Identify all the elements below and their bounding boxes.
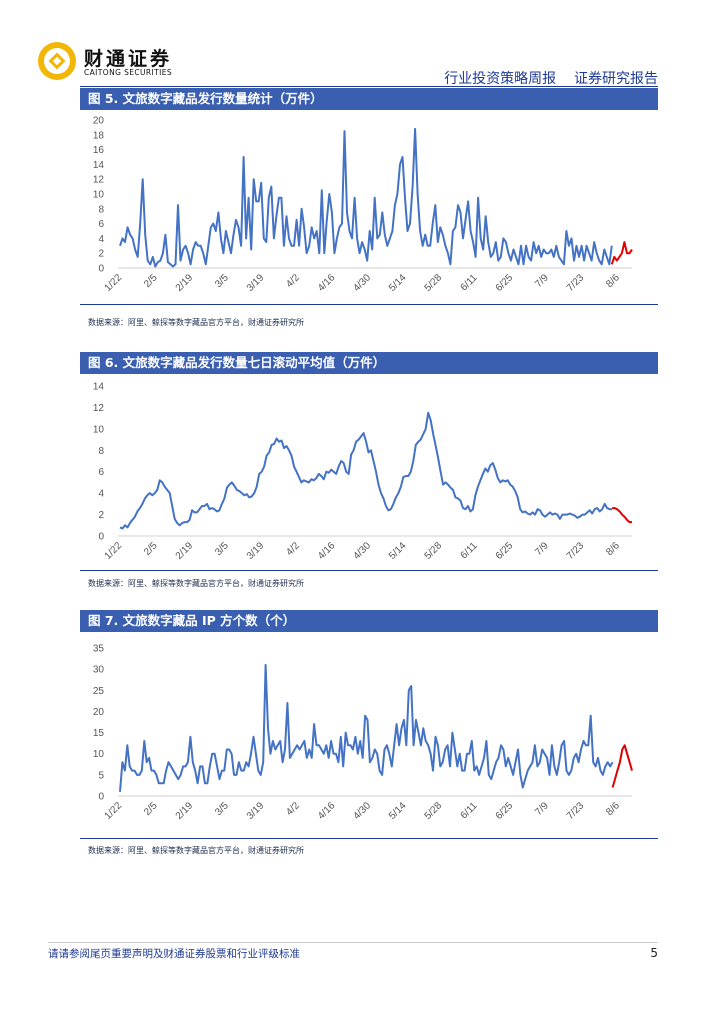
x-tick-label: 6/11 — [459, 272, 480, 293]
y-tick-label: 0 — [98, 264, 104, 275]
x-tick-label: 5/14 — [387, 540, 409, 562]
x-tick-label: 4/2 — [284, 540, 302, 558]
x-tick-label: 4/30 — [351, 272, 373, 294]
y-tick-label: 8 — [98, 446, 104, 457]
x-tick-label: 3/19 — [245, 800, 267, 822]
y-tick-label: 0 — [98, 792, 104, 803]
x-tick-label: 7/23 — [565, 272, 587, 294]
y-tick-label: 4 — [98, 234, 104, 245]
x-tick-label: 4/30 — [351, 540, 373, 562]
x-tick-label: 6/25 — [494, 540, 516, 562]
y-tick-label: 16 — [93, 145, 105, 156]
figure-5-divider — [80, 304, 658, 305]
x-tick-label: 3/19 — [245, 272, 267, 294]
y-tick-label: 10 — [93, 424, 105, 435]
x-tick-label: 7/23 — [565, 800, 587, 822]
caitong-logo-icon — [38, 42, 76, 80]
x-tick-label: 2/5 — [142, 800, 160, 818]
y-tick-label: 20 — [93, 116, 105, 127]
x-tick-label: 3/5 — [213, 800, 231, 818]
y-tick-label: 15 — [93, 728, 105, 739]
series-line-recent — [610, 241, 633, 265]
y-tick-label: 30 — [93, 665, 105, 676]
footer-divider — [48, 942, 658, 943]
x-tick-label: 6/25 — [494, 272, 516, 294]
x-tick-label: 2/5 — [142, 540, 160, 558]
y-tick-label: 10 — [93, 190, 105, 201]
y-tick-label: 6 — [98, 467, 104, 478]
figure-5-source: 数据来源：阿里、鲸探等数字藏品官方平台，财通证券研究所 — [88, 318, 304, 327]
x-tick-label: 6/25 — [494, 800, 516, 822]
x-tick-label: 1/22 — [103, 800, 125, 822]
y-tick-label: 25 — [93, 686, 105, 697]
x-tick-label: 5/28 — [423, 540, 445, 562]
x-tick-label: 6/11 — [459, 540, 480, 561]
y-tick-label: 12 — [93, 403, 105, 414]
x-tick-label: 4/16 — [316, 272, 338, 294]
x-tick-label: 2/19 — [174, 800, 196, 822]
x-tick-label: 8/6 — [604, 540, 622, 558]
y-tick-label: 0 — [98, 532, 104, 543]
y-tick-label: 10 — [93, 749, 105, 760]
x-tick-label: 2/19 — [174, 272, 196, 294]
x-tick-label: 7/9 — [533, 800, 551, 818]
x-tick-label: 4/30 — [351, 800, 373, 822]
x-tick-label: 5/14 — [387, 800, 409, 822]
y-tick-label: 2 — [98, 249, 104, 260]
y-tick-label: 14 — [93, 382, 105, 393]
figure-7-divider — [80, 838, 658, 839]
x-tick-label: 6/11 — [459, 800, 480, 821]
series-line-main — [119, 663, 614, 792]
x-tick-label: 4/2 — [284, 800, 302, 818]
y-tick-label: 4 — [98, 489, 104, 500]
figure-7-title: 图 7. 文旅数字藏品 IP 方个数（个） — [80, 610, 658, 632]
report-type: 行业投资策略周报 证券研究报告 — [444, 71, 658, 87]
x-tick-label: 1/22 — [103, 540, 125, 562]
series-line-main — [119, 127, 613, 268]
y-tick-label: 5 — [98, 770, 104, 781]
figure-6-source: 数据来源：阿里、鲸探等数字藏品官方平台，财通证券研究所 — [88, 579, 304, 588]
y-tick-label: 8 — [98, 204, 104, 215]
x-tick-label: 5/28 — [423, 800, 445, 822]
x-tick-label: 7/23 — [565, 540, 587, 562]
x-tick-label: 8/6 — [604, 272, 622, 290]
series-line-recent — [612, 507, 632, 524]
figure-7-source: 数据来源：阿里、鲸探等数字藏品官方平台，财通证券研究所 — [88, 846, 304, 855]
x-tick-label: 4/16 — [316, 540, 338, 562]
x-tick-label: 7/9 — [533, 540, 551, 558]
x-tick-label: 5/14 — [387, 272, 409, 294]
x-tick-label: 3/5 — [213, 272, 231, 290]
header-divider — [80, 86, 658, 87]
x-tick-label: 3/19 — [245, 540, 267, 562]
brand-name-en: CAITONG SECURITIES — [84, 68, 173, 77]
y-tick-label: 20 — [93, 707, 105, 718]
brand-name-cn: 财通证券 — [84, 48, 173, 70]
x-tick-label: 5/28 — [423, 272, 445, 294]
series-line-main — [119, 411, 613, 530]
series-line-recent — [611, 744, 633, 788]
y-tick-label: 2 — [98, 510, 104, 521]
x-tick-label: 4/16 — [316, 800, 338, 822]
y-tick-label: 18 — [93, 130, 105, 141]
y-tick-label: 35 — [93, 644, 105, 655]
page-number: 5 — [650, 946, 658, 960]
footer-disclaimer: 请请参阅尾页重要声明及财通证券股票和行业评级标准 — [48, 948, 300, 960]
y-tick-label: 14 — [93, 160, 105, 171]
figure-5-chart: 0 2 4 6 8 10 12 14 16 18 20 1/22 2/5 2/19 3/5 3/19 4/2 4/… — [93, 116, 633, 294]
x-tick-label: 2/5 — [142, 272, 160, 290]
x-tick-label: 2/19 — [174, 540, 196, 562]
figure-6-title: 图 6. 文旅数字藏品发行数量七日滚动平均值（万件） — [80, 352, 658, 374]
figure-6-divider — [80, 570, 658, 571]
figure-5-title: 图 5. 文旅数字藏品发行数量统计（万件） — [80, 88, 658, 110]
x-tick-label: 8/6 — [604, 800, 622, 818]
x-tick-label: 3/5 — [213, 540, 231, 558]
x-tick-label: 4/2 — [284, 272, 302, 290]
x-tick-label: 7/9 — [533, 272, 551, 290]
figure-7-chart: 0 5 10 15 20 25 30 35 1/22 2/5 2/19 3/5 3/19 4/2 4/16 4… — [93, 644, 633, 822]
y-tick-label: 6 — [98, 219, 104, 230]
y-tick-label: 12 — [93, 175, 105, 186]
x-tick-label: 1/22 — [103, 272, 125, 294]
figure-6-chart: 0 2 4 6 8 10 12 14 1/22 2/5 2/19 3/5 3/19 4/2 4/16 4/30… — [93, 382, 632, 562]
